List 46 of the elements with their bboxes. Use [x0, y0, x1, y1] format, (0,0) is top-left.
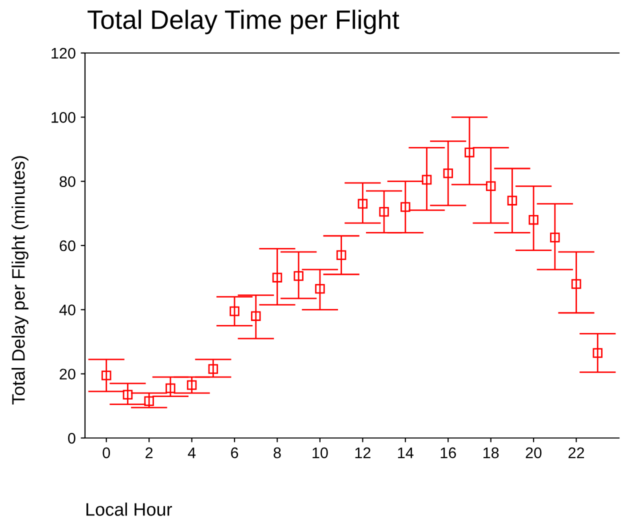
x-axis-title: Local Hour: [86, 502, 172, 516]
point: [379, 206, 389, 217]
point: [315, 284, 325, 294]
point: [507, 196, 518, 206]
point: [592, 348, 602, 358]
x-tick-label: 8: [274, 447, 281, 458]
y-tick-label: 100: [52, 112, 76, 123]
point: [486, 181, 496, 192]
point: [550, 232, 560, 242]
point: [528, 214, 538, 225]
point: [358, 198, 368, 209]
point: [122, 390, 133, 400]
x-tick-label: 18: [484, 447, 499, 458]
x-tick-label: 14: [398, 448, 414, 458]
x-tick-label: 6: [231, 447, 238, 458]
point: [272, 272, 282, 282]
point: [144, 396, 154, 406]
y-tick-label: 60: [60, 240, 76, 252]
point: [102, 370, 112, 380]
point: [166, 383, 176, 394]
point: [422, 174, 432, 185]
point: [208, 364, 218, 374]
y-tick-label: 20: [60, 368, 76, 380]
y-tick-label: 40: [59, 304, 76, 316]
point: [230, 306, 240, 316]
x-tick-label: 4: [188, 448, 196, 458]
point: [464, 148, 474, 158]
y-tick-label: 80: [60, 176, 76, 188]
x-tick-label: 0: [102, 447, 110, 458]
x-tick-label: 10: [312, 447, 328, 458]
x-tick-label: 2: [146, 447, 153, 458]
point: [251, 311, 261, 321]
x-tick-label: 22: [568, 447, 584, 458]
y-axis-title: Total Delay per Flight (minutes): [12, 156, 28, 405]
point: [400, 202, 410, 212]
point: [443, 168, 453, 178]
x-tick-label: 20: [526, 447, 542, 458]
point: [336, 250, 346, 260]
x-tick-label: 12: [355, 447, 370, 458]
y-tick-label: 120: [52, 48, 76, 59]
point: [294, 271, 304, 281]
point: [186, 380, 197, 390]
x-tick-label: 16: [440, 447, 456, 458]
y-tick-label: 0: [68, 432, 76, 444]
chart-title: Total Delay Time per Flight: [88, 10, 400, 34]
point: [571, 279, 582, 289]
